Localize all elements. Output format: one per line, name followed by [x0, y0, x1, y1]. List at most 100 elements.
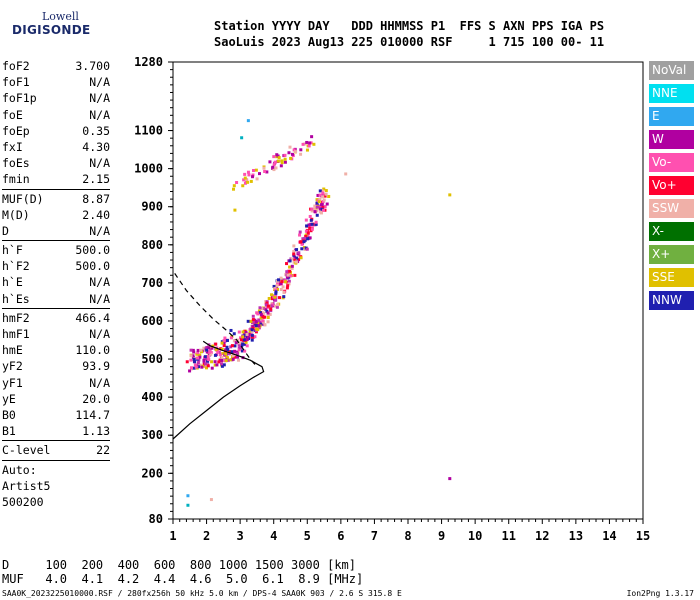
echo-point	[189, 348, 193, 352]
echo-point	[247, 332, 251, 336]
x-tick-label: 10	[468, 529, 482, 543]
echo-point	[226, 356, 230, 360]
echo-point	[292, 148, 296, 152]
echo-point	[224, 359, 228, 363]
echo-point	[233, 349, 237, 353]
echo-point	[244, 340, 248, 344]
echo-point	[203, 355, 207, 359]
y-tick-label: 300	[141, 428, 163, 442]
echo-point	[206, 359, 210, 363]
echo-point	[344, 172, 348, 176]
param-separator	[2, 307, 110, 309]
echo-point	[272, 155, 276, 159]
x-tick-label: 13	[569, 529, 583, 543]
echo-point	[209, 351, 213, 355]
echo-point	[237, 330, 241, 334]
echo-point	[243, 181, 247, 185]
y-tick-label: 1100	[134, 124, 163, 138]
echo-point	[321, 191, 325, 195]
echo-point	[318, 197, 322, 201]
echo-point	[246, 180, 250, 184]
echo-point	[286, 284, 290, 288]
echo-point	[208, 348, 212, 352]
polarization-legend: NoVal NNE E W Vo- Vo+ SSW X- X+ SSE NNW	[649, 61, 694, 314]
echo-point	[243, 349, 247, 353]
echo-point	[308, 214, 312, 218]
param-value: 2.15	[82, 172, 110, 187]
param-value: 466.4	[75, 310, 110, 325]
param-value: 3.700	[75, 59, 110, 73]
echo-point	[228, 350, 232, 354]
electron-density-profile	[172, 340, 265, 440]
echo-point	[226, 348, 230, 352]
echo-point	[281, 285, 285, 289]
x-tick-label: 9	[438, 529, 445, 543]
param-name: h`F	[2, 243, 23, 258]
echo-point	[198, 363, 202, 367]
echo-point	[270, 293, 274, 297]
echo-point	[233, 208, 237, 212]
echo-point	[305, 224, 309, 228]
echo-point	[325, 202, 329, 206]
echo-point	[285, 280, 289, 284]
legend-item-w: W	[649, 130, 694, 149]
echo-point	[210, 346, 214, 350]
echo-point	[297, 251, 301, 255]
echo-point	[220, 347, 224, 351]
param-value: N/A	[89, 91, 110, 106]
echo-point	[321, 195, 325, 199]
echo-point	[245, 332, 249, 336]
echo-point	[215, 363, 219, 367]
echo-point	[246, 170, 250, 174]
echo-point	[287, 282, 291, 286]
echo-point	[302, 246, 306, 250]
echo-point	[227, 352, 231, 356]
echo-point	[207, 346, 211, 350]
echo-point	[298, 240, 302, 244]
echo-point	[208, 350, 212, 354]
echo-point	[213, 363, 217, 367]
echo-point	[276, 278, 280, 282]
echo-point	[313, 210, 317, 214]
y-tick-label: 900	[141, 200, 163, 214]
param-value: 8.87	[82, 191, 110, 206]
param-row: B0 114.7	[2, 407, 110, 423]
echo-point	[293, 273, 297, 277]
echo-point	[276, 159, 280, 163]
param-separator	[2, 188, 110, 190]
echo-point	[258, 320, 262, 324]
echo-point	[193, 363, 197, 367]
echo-point	[288, 269, 292, 273]
echo-point	[221, 352, 225, 356]
param-row: yE 20.0	[2, 391, 110, 407]
echo-point	[196, 351, 200, 355]
echo-point	[303, 236, 307, 240]
echo-point	[298, 230, 302, 234]
echo-point	[240, 136, 244, 140]
autoscaling-info: Auto: Artist5 500200	[2, 462, 110, 510]
echo-point	[241, 342, 245, 346]
echo-point	[276, 282, 280, 286]
param-name: hmE	[2, 343, 23, 358]
x-tick-label: 5	[304, 529, 311, 543]
echo-point	[195, 352, 199, 356]
echo-point	[190, 366, 194, 370]
echo-point	[237, 343, 241, 347]
echo-point	[238, 336, 242, 340]
echo-point	[257, 326, 261, 330]
echo-point	[233, 344, 237, 348]
echo-point	[206, 350, 210, 354]
echo-point	[323, 194, 327, 198]
echo-point	[309, 141, 313, 145]
legend-item-vo-: Vo+	[649, 176, 694, 195]
echo-point	[220, 356, 224, 360]
echo-point	[310, 227, 314, 231]
echo-point	[290, 264, 294, 268]
legend-item-nnw: NNW	[649, 291, 694, 310]
param-separator	[2, 459, 110, 461]
param-value: 500.0	[75, 259, 110, 274]
echo-point	[220, 364, 224, 368]
echo-point	[272, 168, 276, 172]
param-name: B1	[2, 424, 16, 439]
echo-point	[202, 346, 206, 350]
